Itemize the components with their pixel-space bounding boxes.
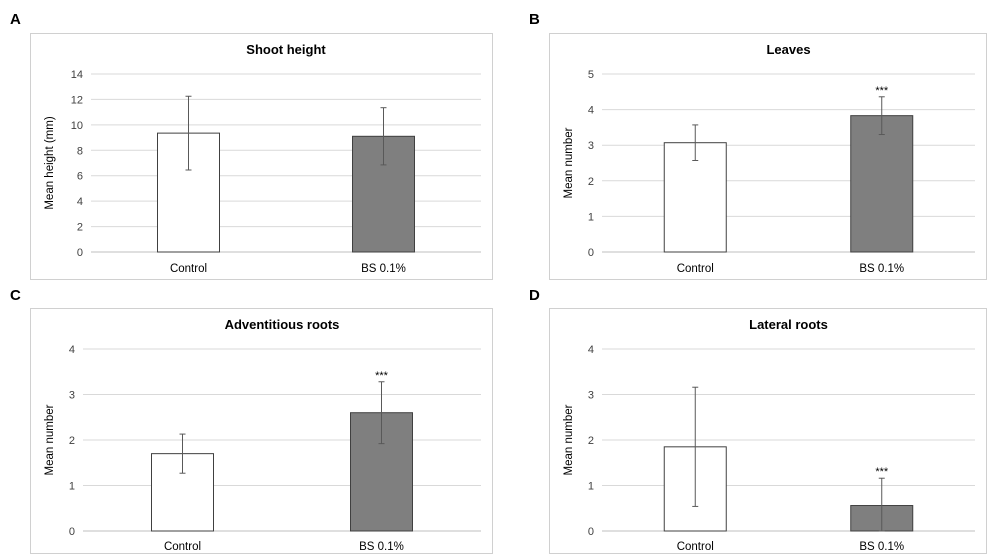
y-tick-label: 2: [588, 435, 594, 447]
y-tick-label: 6: [77, 171, 83, 183]
chart-b: Leaves 0 1 2 3 4 5 Mean number Control *** BS 0.1%: [563, 42, 975, 275]
y-tick-label: 5: [588, 69, 594, 81]
y-tick-label: 3: [69, 390, 75, 402]
x-tick-label: Control: [677, 263, 714, 275]
y-tick-label: 10: [71, 120, 83, 132]
y-tick-label: 0: [588, 526, 594, 538]
x-tick-label: BS 0.1%: [859, 541, 904, 553]
chart-a: Shoot height 0 2 4 6 8 10 12 14 Mean height (mm) C…: [44, 42, 481, 275]
panel-letter-c: C: [10, 287, 21, 304]
y-tick-label: 0: [588, 247, 594, 259]
x-tick-label: BS 0.1%: [361, 263, 406, 275]
significance-label: ***: [875, 85, 889, 97]
y-axis-label: Mean number: [563, 127, 575, 198]
y-tick-label: 1: [69, 481, 75, 493]
y-axis-label: Mean height (mm): [44, 116, 56, 209]
y-tick-label: 0: [77, 247, 83, 259]
panel-letter-a: A: [10, 11, 21, 28]
y-axis-label: Mean number: [44, 404, 56, 475]
y-tick-label: 1: [588, 211, 594, 223]
x-tick-label: Control: [164, 541, 201, 553]
y-tick-label: 4: [588, 105, 594, 117]
y-tick-label: 4: [588, 344, 594, 356]
chart-box-c: Adventitious roots 0 1 2 3 4 Mean number Contro…: [30, 308, 493, 554]
y-tick-label: 12: [71, 94, 83, 106]
y-tick-label: 2: [588, 176, 594, 188]
x-tick-label: BS 0.1%: [359, 541, 404, 553]
y-tick-label: 2: [69, 435, 75, 447]
chart-box-b: Leaves 0 1 2 3 4 5 Mean number Control *** BS 0.1%: [549, 33, 987, 280]
y-tick-label: 4: [77, 196, 83, 208]
x-tick-label: Control: [677, 541, 714, 553]
significance-label: ***: [875, 466, 889, 478]
y-tick-label: 0: [69, 526, 75, 538]
chart-box-d: Lateral roots 0 1 2 3 4 Mean number Control *** B…: [549, 308, 987, 554]
y-axis-label: Mean number: [563, 404, 575, 475]
y-tick-label: 3: [588, 390, 594, 402]
bar: [663, 142, 727, 253]
chart-title: Shoot height: [246, 42, 326, 57]
y-tick-label: 4: [69, 344, 75, 356]
chart-box-a: Shoot height 0 2 4 6 8 10 12 14 Mean height (mm) C…: [30, 33, 493, 280]
chart-title: Adventitious roots: [225, 317, 340, 332]
panel-letter-b: B: [529, 11, 540, 28]
x-tick-label: BS 0.1%: [859, 263, 904, 275]
panel-letter-d: D: [529, 287, 540, 304]
chart-title: Lateral roots: [749, 317, 828, 332]
bar: [850, 115, 914, 253]
chart-title: Leaves: [766, 42, 810, 57]
chart-c: Adventitious roots 0 1 2 3 4 Mean number Contro…: [44, 317, 481, 553]
y-tick-label: 8: [77, 145, 83, 157]
y-tick-label: 14: [71, 69, 83, 81]
chart-d: Lateral roots 0 1 2 3 4 Mean number Control *** B…: [563, 317, 975, 553]
x-tick-label: Control: [170, 263, 207, 275]
y-tick-label: 3: [588, 140, 594, 152]
y-tick-label: 2: [77, 222, 83, 234]
y-tick-label: 1: [588, 481, 594, 493]
significance-label: ***: [375, 370, 389, 382]
